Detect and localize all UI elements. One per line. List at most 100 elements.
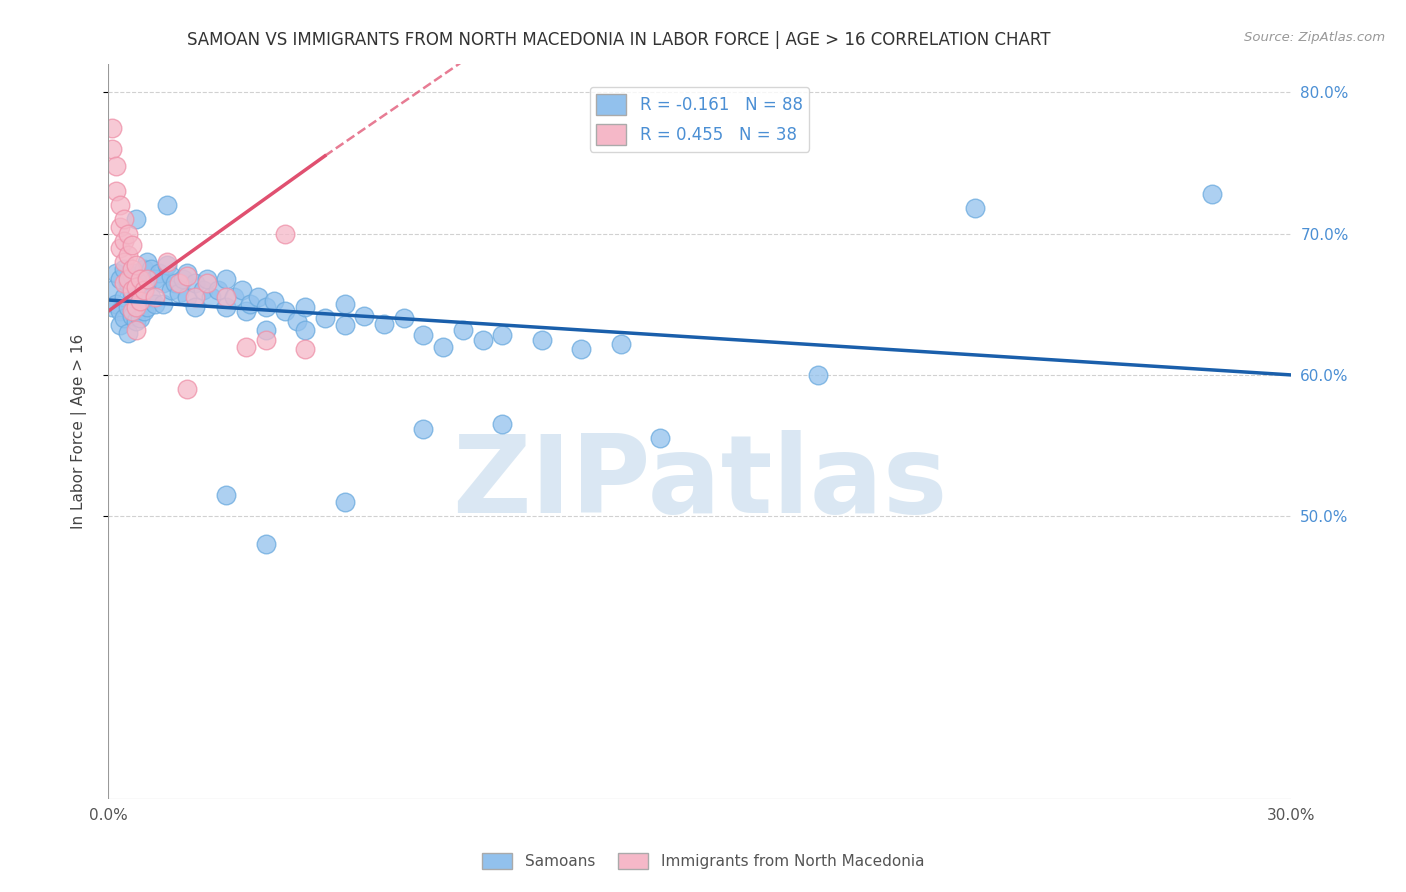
Text: ZIPatlas: ZIPatlas — [451, 430, 948, 536]
Point — [117, 227, 139, 241]
Point — [121, 268, 143, 283]
Point — [167, 285, 190, 300]
Point — [609, 336, 631, 351]
Point — [195, 272, 218, 286]
Point — [294, 300, 316, 314]
Point — [965, 201, 987, 215]
Point — [231, 283, 253, 297]
Point — [121, 309, 143, 323]
Text: SAMOAN VS IMMIGRANTS FROM NORTH MACEDONIA IN LABOR FORCE | AGE > 16 CORRELATION : SAMOAN VS IMMIGRANTS FROM NORTH MACEDONI… — [187, 31, 1050, 49]
Point — [285, 314, 308, 328]
Point — [112, 276, 135, 290]
Point — [235, 304, 257, 318]
Point — [148, 266, 170, 280]
Point — [121, 283, 143, 297]
Point — [200, 290, 222, 304]
Point — [274, 304, 297, 318]
Point — [156, 255, 179, 269]
Point — [124, 266, 146, 280]
Point — [108, 241, 131, 255]
Point — [215, 290, 238, 304]
Point — [121, 261, 143, 276]
Point — [152, 297, 174, 311]
Legend: R = -0.161   N = 88, R = 0.455   N = 38: R = -0.161 N = 88, R = 0.455 N = 38 — [589, 87, 810, 152]
Point — [132, 283, 155, 297]
Point — [373, 317, 395, 331]
Point — [128, 272, 150, 286]
Point — [112, 290, 135, 304]
Point — [124, 290, 146, 304]
Point — [333, 297, 356, 311]
Point — [160, 268, 183, 283]
Point — [121, 304, 143, 318]
Point — [254, 300, 277, 314]
Point — [108, 318, 131, 333]
Point — [191, 283, 214, 297]
Point — [128, 311, 150, 326]
Point — [136, 272, 159, 286]
Point — [412, 328, 434, 343]
Point — [108, 198, 131, 212]
Point — [184, 276, 207, 290]
Point — [246, 290, 269, 304]
Point — [128, 272, 150, 286]
Point — [101, 142, 124, 156]
Point — [124, 300, 146, 314]
Point — [1201, 187, 1223, 202]
Point — [215, 488, 238, 502]
Point — [145, 272, 167, 286]
Point — [254, 333, 277, 347]
Point — [152, 276, 174, 290]
Point — [132, 261, 155, 276]
Point — [128, 294, 150, 309]
Point — [165, 276, 187, 290]
Point — [215, 300, 238, 314]
Point — [184, 300, 207, 314]
Point — [530, 333, 553, 347]
Point — [239, 297, 262, 311]
Point — [333, 495, 356, 509]
Point — [145, 290, 167, 304]
Point — [160, 283, 183, 297]
Point — [124, 323, 146, 337]
Point — [215, 272, 238, 286]
Point — [294, 343, 316, 357]
Point — [167, 276, 190, 290]
Point — [124, 212, 146, 227]
Point — [491, 417, 513, 432]
Point — [104, 159, 127, 173]
Point — [112, 255, 135, 269]
Point — [294, 323, 316, 337]
Point — [136, 300, 159, 314]
Point — [254, 323, 277, 337]
Point — [128, 294, 150, 309]
Point — [412, 421, 434, 435]
Point — [184, 290, 207, 304]
Point — [112, 212, 135, 227]
Point — [112, 234, 135, 248]
Point — [353, 309, 375, 323]
Point — [451, 323, 474, 337]
Point — [145, 297, 167, 311]
Point — [104, 266, 127, 280]
Point — [117, 276, 139, 290]
Point — [806, 368, 828, 382]
Point — [176, 268, 198, 283]
Point — [207, 283, 229, 297]
Point — [224, 290, 246, 304]
Point — [471, 333, 494, 347]
Point — [117, 326, 139, 340]
Point — [124, 314, 146, 328]
Point — [333, 318, 356, 333]
Point — [136, 255, 159, 269]
Point — [491, 328, 513, 343]
Point — [263, 294, 285, 309]
Point — [117, 272, 139, 286]
Point — [101, 283, 124, 297]
Point — [392, 311, 415, 326]
Y-axis label: In Labor Force | Age > 16: In Labor Force | Age > 16 — [72, 334, 87, 529]
Point — [101, 300, 124, 314]
Point — [172, 272, 194, 286]
Point — [108, 304, 131, 318]
Point — [176, 266, 198, 280]
